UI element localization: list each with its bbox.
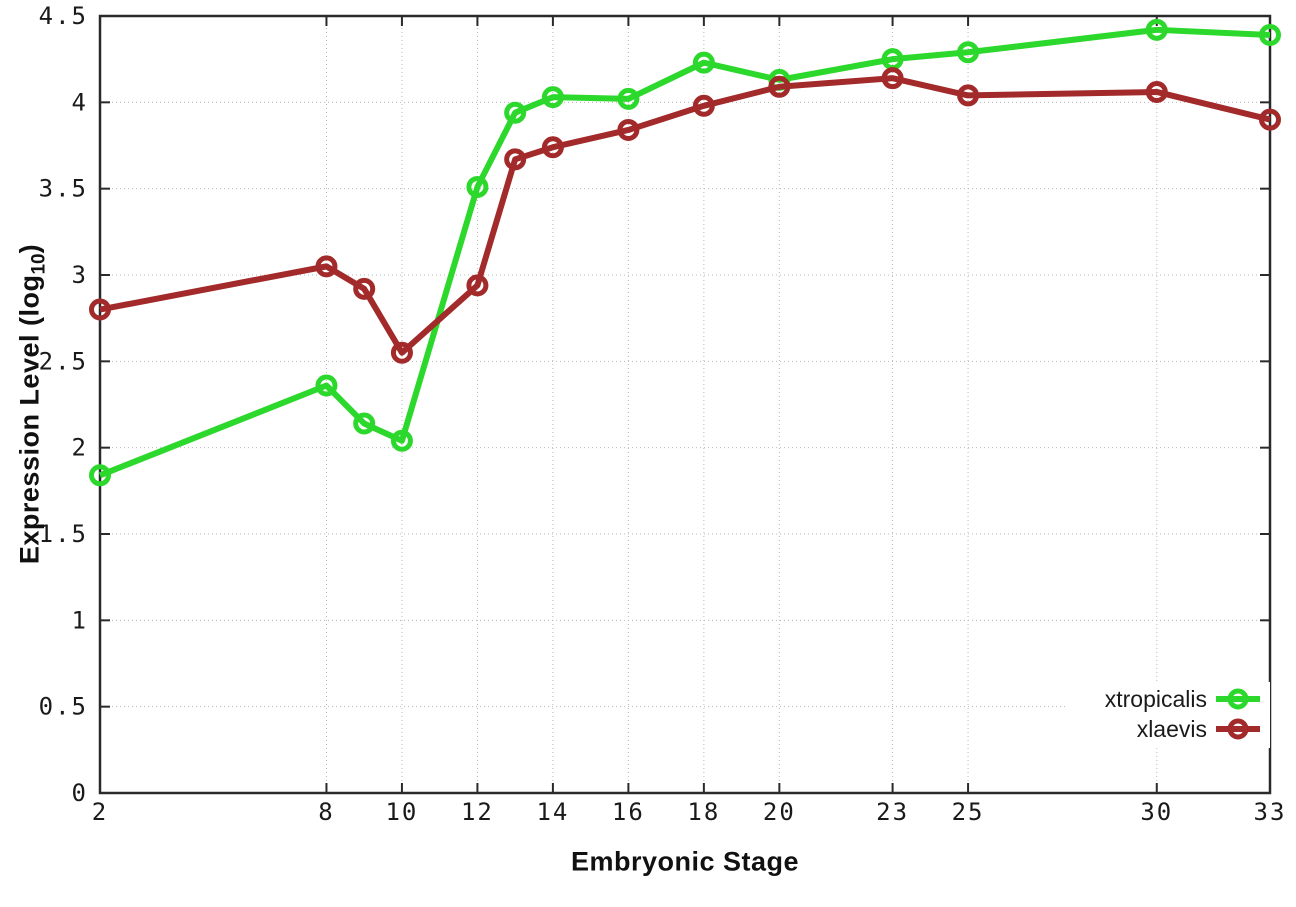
data-point-marker-xlaevis — [768, 75, 791, 98]
x-tick-label: 12 — [461, 798, 494, 826]
data-point-marker-xlaevis — [390, 341, 413, 364]
data-point-marker-xtropicalis — [353, 412, 376, 435]
x-tick-label: 16 — [612, 798, 645, 826]
x-tick-label: 25 — [952, 798, 985, 826]
y-axis-title: Expression Level (log10) — [14, 243, 50, 565]
x-tick-label: 23 — [876, 798, 909, 826]
x-tick-label: 14 — [536, 798, 569, 826]
data-point-marker-xtropicalis — [89, 464, 111, 487]
y-tick-label: 0 — [72, 779, 88, 807]
data-point-marker-xlaevis — [315, 255, 338, 278]
legend-label-xtropicalis: xtropicalis — [1104, 685, 1207, 712]
y-tick-label: 2 — [72, 434, 88, 462]
x-tick-label: 2 — [92, 798, 108, 826]
y-tick-label: 1.5 — [39, 520, 88, 548]
legend-marker-xtropicalis — [1216, 688, 1260, 710]
data-point-marker-xtropicalis — [1259, 23, 1281, 46]
data-point-marker-xtropicalis — [466, 175, 489, 198]
data-point-marker-xlaevis — [504, 148, 527, 171]
data-point-marker-xtropicalis — [504, 101, 527, 124]
x-tick-label: 8 — [318, 798, 334, 826]
data-point-marker-xlaevis — [1259, 108, 1281, 131]
data-point-marker-xlaevis — [541, 136, 564, 159]
legend-circle-marker-icon — [1227, 718, 1249, 740]
y-axis-title-end: ) — [14, 243, 45, 254]
data-point-marker-xlaevis — [466, 274, 489, 297]
legend-circle-marker-icon — [1227, 688, 1249, 710]
legend-entry-xlaevis: xlaevis — [1068, 714, 1270, 744]
legend-entry-xtropicalis: xtropicalis — [1068, 684, 1270, 714]
legend-marker-xlaevis — [1216, 718, 1260, 740]
data-point-marker-xtropicalis — [541, 86, 564, 109]
data-point-marker-xtropicalis — [390, 429, 413, 452]
data-point-marker-xtropicalis — [617, 87, 640, 110]
x-tick-label: 30 — [1140, 798, 1173, 826]
data-point-marker-xlaevis — [89, 298, 111, 321]
y-tick-label: 3.5 — [39, 175, 88, 203]
y-axis-title-main: Expression Level (log — [14, 274, 45, 565]
y-axis-title-subscript: 10 — [28, 253, 50, 275]
y-tick-label: 4.5 — [39, 2, 88, 30]
y-tick-label: 1 — [72, 606, 88, 634]
data-point-marker-xtropicalis — [1145, 18, 1168, 41]
x-tick-label: 18 — [687, 798, 720, 826]
data-point-marker-xlaevis — [353, 277, 376, 300]
data-point-marker-xlaevis — [692, 94, 715, 117]
data-point-marker-xlaevis — [617, 118, 640, 141]
x-tick-label: 20 — [763, 798, 796, 826]
legend: xtropicalis xlaevis — [1068, 682, 1270, 748]
data-point-marker-xlaevis — [957, 84, 980, 107]
y-tick-label: 4 — [72, 88, 88, 116]
series-line-xtropicalis — [98, 26, 1271, 479]
data-point-marker-xtropicalis — [315, 374, 338, 397]
series-line-xlaevis — [99, 75, 1271, 356]
data-point-marker-xlaevis — [881, 67, 904, 90]
data-point-marker-xtropicalis — [692, 51, 715, 74]
y-tick-label: 2.5 — [39, 347, 88, 375]
legend-label-xlaevis: xlaevis — [1136, 715, 1207, 742]
x-axis-title: Embryonic Stage — [570, 846, 800, 877]
data-point-marker-xlaevis — [1145, 80, 1168, 103]
plot-border — [98, 14, 1272, 795]
data-point-marker-xtropicalis — [957, 41, 980, 64]
y-tick-label: 3 — [72, 261, 88, 289]
y-tick-label: 0.5 — [39, 693, 88, 721]
x-tick-label: 33 — [1254, 798, 1287, 826]
x-tick-label: 10 — [385, 798, 418, 826]
